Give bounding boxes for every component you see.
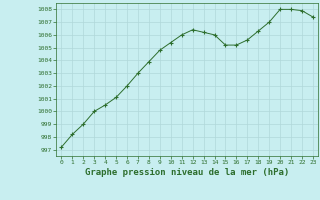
X-axis label: Graphe pression niveau de la mer (hPa): Graphe pression niveau de la mer (hPa) [85, 168, 289, 177]
